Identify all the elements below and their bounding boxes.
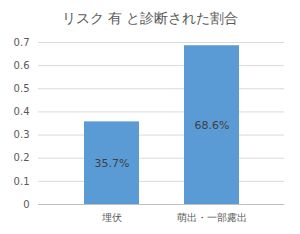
- svg-text:0: 0: [23, 199, 29, 210]
- svg-text:0.1: 0.1: [14, 176, 30, 187]
- svg-text:68.6%: 68.6%: [195, 119, 230, 132]
- svg-text:0.5: 0.5: [14, 83, 30, 94]
- svg-text:萌出・一部露出: 萌出・一部露出: [177, 212, 247, 223]
- svg-text:埋伏: 埋伏: [101, 212, 122, 223]
- svg-text:0.2: 0.2: [14, 152, 30, 163]
- svg-text:0.6: 0.6: [14, 60, 30, 71]
- html-text:リスク 有 と診断された割合: リスク 有 と診断された割合: [61, 10, 239, 26]
- svg-text:0.3: 0.3: [14, 129, 30, 140]
- svg-text:0.4: 0.4: [14, 106, 30, 117]
- svg-text:35.7%: 35.7%: [95, 157, 130, 170]
- svg-text:0.7: 0.7: [14, 37, 30, 48]
